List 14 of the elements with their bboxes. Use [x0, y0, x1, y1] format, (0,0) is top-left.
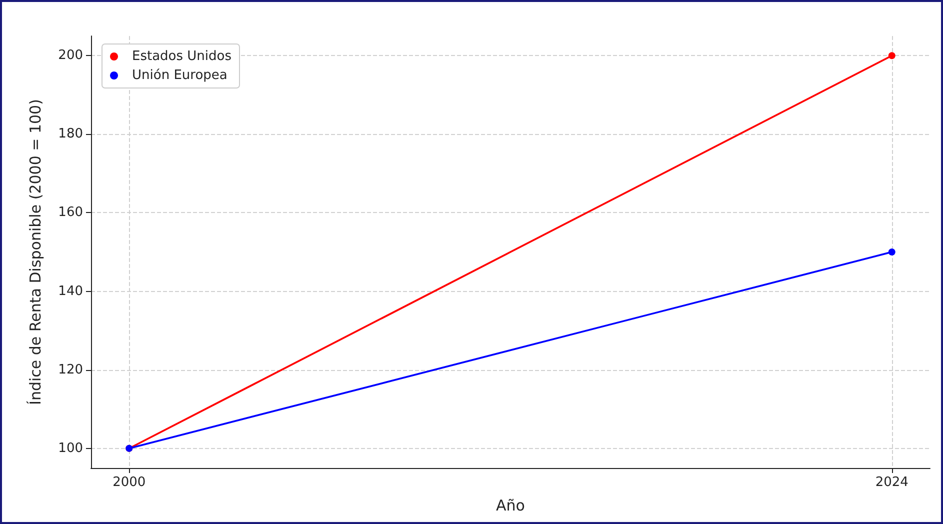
x-tick-label: 2024: [875, 475, 908, 490]
y-tick-label: 180: [58, 126, 83, 142]
legend-label: Unión Europea: [132, 68, 228, 83]
x-axis-title: Año: [496, 496, 525, 514]
y-tick-label: 160: [58, 205, 83, 220]
y-tick-label: 200: [58, 48, 83, 64]
y-axis-title: Índice de Renta Disponible (2000 = 100): [26, 99, 44, 405]
y-tick-label: 120: [58, 362, 83, 378]
y-tick-label: 140: [58, 284, 83, 299]
legend-label: Estados Unidos: [132, 49, 232, 64]
x-tick-label: 2000: [112, 475, 146, 490]
point: [888, 52, 896, 60]
point: [888, 248, 896, 256]
y-tick-label: 100: [58, 440, 83, 456]
